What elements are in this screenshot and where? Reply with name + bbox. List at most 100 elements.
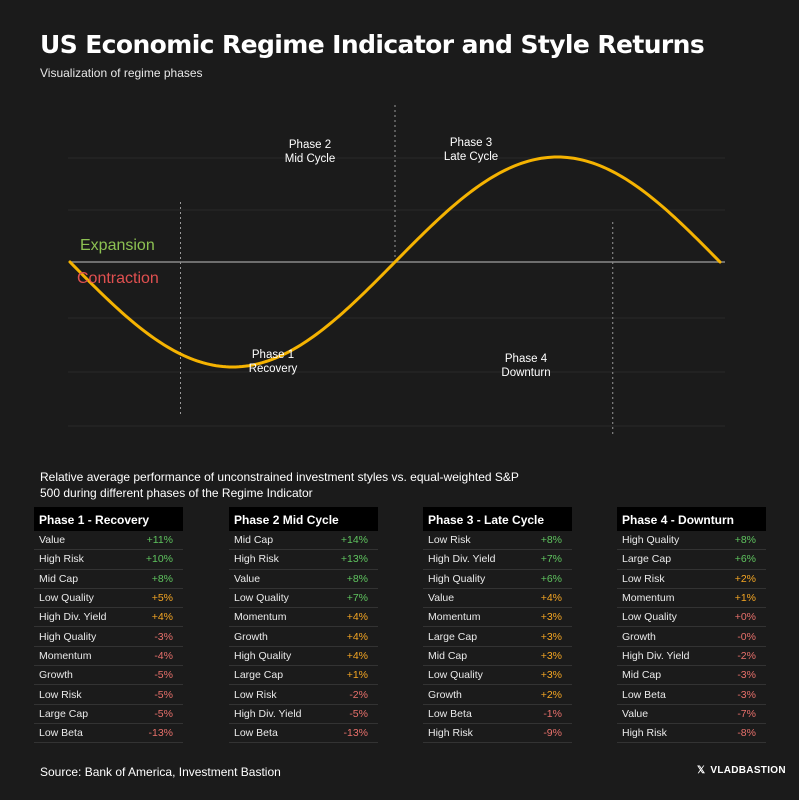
- style-label: Growth: [234, 630, 268, 643]
- table-row: Mid Cap +3%: [423, 647, 572, 667]
- table-row: High Quality +6%: [423, 570, 572, 589]
- style-return: +8%: [734, 534, 756, 547]
- table-row: Momentum -4%: [34, 647, 183, 667]
- style-label: Low Risk: [622, 572, 665, 585]
- style-label: Momentum: [428, 611, 481, 624]
- style-label: Low Risk: [428, 534, 471, 547]
- style-label: High Risk: [39, 553, 84, 566]
- page-title: US Economic Regime Indicator and Style R…: [40, 30, 705, 59]
- phase-annotation: Phase 3 Late Cycle: [444, 137, 498, 163]
- contraction-label: Contraction: [77, 270, 159, 287]
- style-label: High Quality: [428, 572, 486, 585]
- style-return: -7%: [737, 707, 756, 720]
- table-row: Large Cap -5%: [34, 705, 183, 724]
- table-row: Growth +2%: [423, 685, 572, 705]
- table-row: Large Cap +3%: [423, 627, 572, 647]
- table-row: Value +4%: [423, 589, 572, 609]
- style-return: +1%: [734, 592, 756, 605]
- table-row: Value -7%: [617, 705, 766, 724]
- style-return: -8%: [737, 727, 756, 740]
- style-label: Value: [39, 534, 66, 547]
- style-return: +8%: [346, 572, 368, 585]
- style-label: Low Quality: [622, 611, 677, 624]
- style-return: +6%: [734, 553, 756, 566]
- table-row: Momentum +4%: [229, 608, 378, 628]
- style-label: Low Beta: [428, 707, 472, 720]
- table-row: Low Quality +7%: [229, 589, 378, 609]
- style-label: Low Risk: [39, 688, 82, 701]
- chart-grid: [68, 157, 725, 427]
- table-row: Large Cap +1%: [229, 666, 378, 686]
- phase-table-title: Phase 4 - Downturn: [617, 507, 766, 531]
- style-return: +2%: [540, 688, 562, 701]
- style-label: Large Cap: [622, 553, 672, 566]
- style-label: High Risk: [234, 553, 279, 566]
- phase-table: Phase 1 - Recovery Value +11% High Risk +10%…: [34, 507, 183, 744]
- style-return: +4%: [346, 649, 368, 662]
- table-row: Momentum +3%: [423, 608, 572, 628]
- style-return: +5%: [151, 592, 173, 605]
- brand-name: VLADBASTION: [710, 765, 786, 776]
- style-label: Mid Cap: [39, 572, 79, 585]
- style-return: +11%: [146, 534, 173, 547]
- style-label: Low Beta: [234, 727, 278, 740]
- phase-markers: [180, 105, 614, 435]
- style-label: Momentum: [234, 611, 287, 624]
- table-row: High Risk +10%: [34, 550, 183, 570]
- table-row: Low Beta -13%: [34, 724, 183, 744]
- style-label: High Div. Yield: [234, 707, 302, 720]
- table-row: Low Quality +5%: [34, 589, 183, 609]
- table-row: Growth -5%: [34, 666, 183, 686]
- phase-table-title: Phase 1 - Recovery: [34, 507, 183, 531]
- tables-description: Relative average performance of unconstr…: [40, 470, 519, 500]
- source-note: Source: Bank of America, Investment Bast…: [40, 765, 281, 779]
- style-return: +14%: [340, 534, 368, 547]
- style-label: Momentum: [39, 649, 92, 662]
- table-row: High Quality -3%: [34, 627, 183, 647]
- style-return: +7%: [540, 553, 562, 566]
- style-label: Momentum: [622, 592, 675, 605]
- style-return: -13%: [148, 727, 173, 740]
- style-return: +4%: [346, 630, 368, 643]
- table-row: Momentum +1%: [617, 589, 766, 609]
- table-row: Mid Cap -3%: [617, 666, 766, 686]
- table-row: Large Cap +6%: [617, 550, 766, 570]
- table-row: Growth +4%: [229, 627, 378, 647]
- phase-annotations: Phase 1 Recovery Phase 2 Mid Cycle Phase 3 La…: [249, 137, 551, 379]
- style-label: High Div. Yield: [622, 649, 690, 662]
- table-row: Mid Cap +14%: [229, 531, 378, 551]
- style-return: +4%: [346, 611, 368, 624]
- style-label: Large Cap: [428, 630, 478, 643]
- style-return: -2%: [349, 688, 368, 701]
- style-return: -2%: [737, 649, 756, 662]
- style-return: +7%: [346, 592, 368, 605]
- style-label: High Quality: [622, 534, 680, 547]
- brand-mark: 𝕏 VLADBASTION: [697, 765, 786, 776]
- style-return: +4%: [540, 592, 562, 605]
- style-label: Mid Cap: [428, 649, 468, 662]
- table-row: Low Quality +3%: [423, 666, 572, 686]
- style-label: Large Cap: [39, 707, 89, 720]
- table-row: Low Risk -5%: [34, 685, 183, 705]
- style-return: +6%: [540, 572, 562, 585]
- style-return: +3%: [540, 649, 562, 662]
- style-return: -1%: [543, 707, 562, 720]
- phase-table: Phase 2 Mid Cycle Mid Cap +14% High Risk +13…: [229, 507, 378, 744]
- table-row: Low Beta -3%: [617, 685, 766, 705]
- style-label: Value: [622, 707, 649, 720]
- table-row: High Quality +4%: [229, 647, 378, 667]
- style-label: Low Beta: [622, 688, 666, 701]
- table-row: Low Risk -2%: [229, 685, 378, 705]
- table-row: High Div. Yield +7%: [423, 550, 572, 570]
- table-row: High Risk -9%: [423, 724, 572, 744]
- table-row: High Div. Yield +4%: [34, 608, 183, 628]
- style-return: -4%: [154, 649, 173, 662]
- style-label: High Quality: [39, 630, 97, 643]
- style-label: Value: [234, 572, 261, 585]
- phase-table-title: Phase 3 - Late Cycle: [423, 507, 572, 531]
- phase-annotation: Phase 4 Downturn: [501, 353, 550, 379]
- style-return: +8%: [151, 572, 173, 585]
- style-label: High Div. Yield: [428, 553, 496, 566]
- style-label: High Quality: [234, 649, 292, 662]
- expansion-label: Expansion: [80, 237, 155, 254]
